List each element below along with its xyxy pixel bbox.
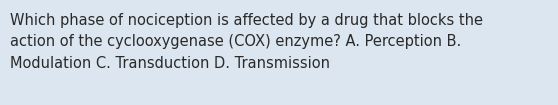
- Text: Which phase of nociception is affected by a drug that blocks the
action of the c: Which phase of nociception is affected b…: [10, 13, 483, 71]
